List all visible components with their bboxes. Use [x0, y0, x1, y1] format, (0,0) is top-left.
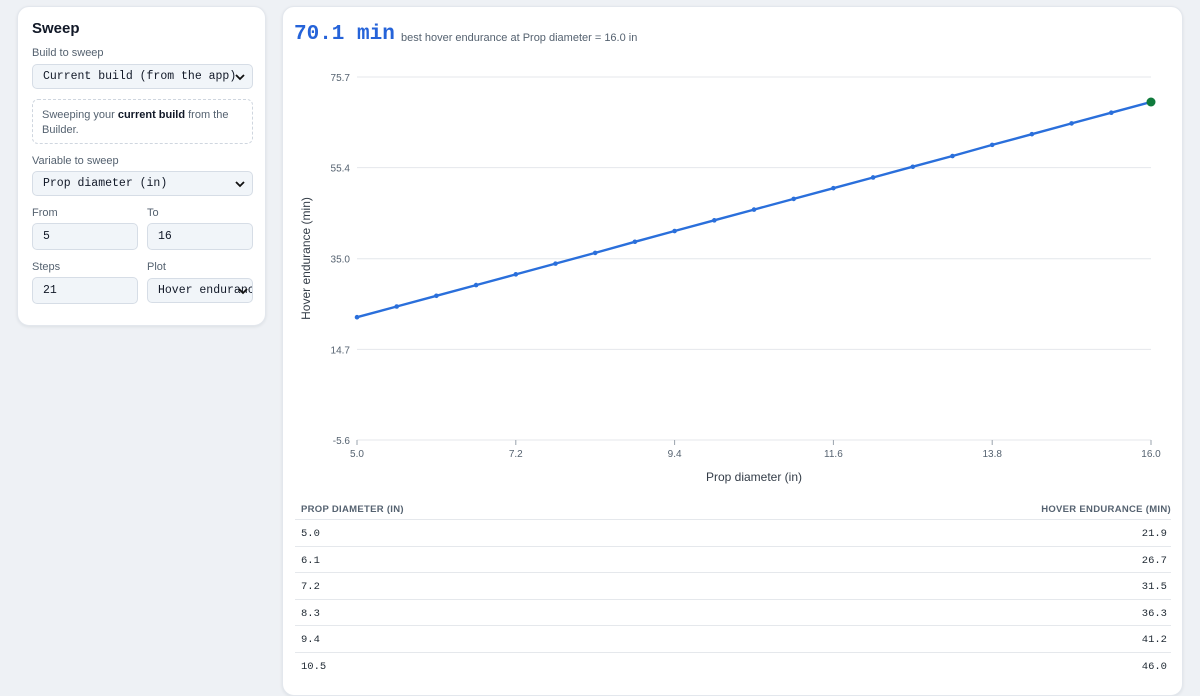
cell-hover-endurance: 46.0 — [1141, 660, 1167, 673]
data-point — [592, 250, 598, 256]
steps-label: Steps — [32, 261, 61, 273]
note-prefix: Sweeping your — [42, 109, 118, 121]
plot-select[interactable]: Hover endurance — [147, 278, 253, 303]
y-tick-label: 75.7 — [331, 73, 351, 84]
data-point — [791, 196, 796, 202]
table-row: 5.0 21.9 — [295, 519, 1171, 546]
y-tick-label: 14.7 — [331, 345, 351, 356]
cell-prop-diameter: 8.3 — [301, 607, 320, 620]
cell-hover-endurance: 31.5 — [1141, 581, 1167, 593]
data-point — [513, 272, 519, 277]
variable-label: Variable to sweep — [32, 155, 119, 167]
data-point — [473, 282, 479, 288]
sweep-chart: 75.7 55.4 35.0 14.7 -5.6 5.0 7.2 9.4 11.6 13.8 16.… — [299, 73, 1161, 484]
note-bold: current build — [117, 109, 186, 121]
data-point — [751, 207, 757, 212]
results-table: 5.0 21.9 6.1 26.7 7.2 31.5 8.3 36.3 9.4 41.2 10.5 4… — [295, 519, 1171, 678]
build-select[interactable]: Current build (from the app) — [32, 64, 253, 89]
data-point — [394, 304, 399, 309]
y-axis-title: Hover endurance (min) — [299, 197, 313, 320]
x-tick-label: 16.0 — [1141, 449, 1161, 460]
plot-label: Plot — [147, 261, 166, 273]
data-point — [1029, 131, 1035, 137]
steps-input[interactable]: 21 — [32, 277, 138, 304]
data-point — [831, 185, 836, 191]
to-input[interactable]: 16 — [147, 223, 253, 250]
cell-hover-endurance: 36.3 — [1141, 607, 1167, 620]
y-tick-label: 55.4 — [331, 164, 351, 175]
cell-hover-endurance: 21.9 — [1141, 528, 1167, 540]
plot-select-value: Hover endurance — [158, 284, 253, 297]
cell-prop-diameter: 9.4 — [301, 634, 320, 646]
table-row: 6.1 26.7 — [295, 545, 1171, 573]
y-tick-label: 35.0 — [331, 255, 351, 266]
best-point — [1146, 97, 1156, 107]
cell-prop-diameter: 10.5 — [301, 660, 327, 673]
data-point — [989, 142, 995, 148]
build-note: Sweeping your current build from the Bui… — [32, 99, 253, 144]
data-point — [870, 175, 876, 180]
table-row: 10.5 46.0 — [295, 651, 1171, 679]
results-panel: 70.1 min best hover endurance at Prop di… — [282, 6, 1183, 696]
y-tick-label: -5.6 — [333, 436, 351, 447]
from-input[interactable]: 5 — [32, 223, 138, 250]
table-header-x: PROP DIAMETER (IN) — [301, 504, 404, 515]
chevron-down-icon — [235, 181, 245, 188]
data-point — [910, 164, 916, 170]
x-tick-label: 13.8 — [982, 449, 1002, 460]
sweep-panel: Sweep Build to sweep Current build (from… — [17, 6, 266, 326]
data-point — [553, 261, 558, 266]
x-tick-label: 9.4 — [668, 449, 682, 460]
data-point — [632, 239, 638, 245]
variable-select[interactable]: Prop diameter (in) — [32, 171, 253, 196]
table-header-y: HOVER ENDURANCE (MIN) — [1041, 504, 1171, 515]
data-point — [712, 218, 717, 223]
data-point — [672, 228, 677, 234]
chevron-down-icon — [238, 288, 248, 295]
chevron-down-icon — [235, 74, 245, 81]
x-tick-label: 11.6 — [824, 449, 843, 460]
build-label: Build to sweep — [32, 47, 104, 59]
sweep-title: Sweep — [32, 20, 80, 37]
table-row: 7.2 31.5 — [295, 572, 1171, 599]
data-point — [354, 314, 360, 320]
variable-select-value: Prop diameter (in) — [43, 177, 168, 190]
build-select-value: Current build (from the app) — [43, 70, 237, 83]
data-point — [1069, 121, 1074, 126]
best-result-value: 70.1 min — [294, 23, 395, 46]
note-suffix: from the Builder. — [42, 109, 229, 136]
cell-prop-diameter: 6.1 — [301, 554, 320, 567]
table-row: 9.4 41.2 — [295, 625, 1171, 652]
x-tick-label: 5.0 — [350, 449, 364, 460]
cell-hover-endurance: 41.2 — [1141, 634, 1167, 646]
x-axis-title: Prop diameter (in) — [706, 470, 802, 484]
best-result-caption: best hover endurance at Prop diameter = … — [401, 32, 638, 44]
cell-prop-diameter: 7.2 — [301, 581, 320, 593]
data-point — [950, 153, 955, 159]
from-label: From — [32, 207, 58, 219]
data-point — [434, 293, 439, 299]
x-tick-label: 7.2 — [509, 449, 523, 460]
to-label: To — [147, 207, 159, 219]
cell-hover-endurance: 26.7 — [1141, 554, 1167, 567]
table-row: 8.3 36.3 — [295, 598, 1171, 626]
cell-prop-diameter: 5.0 — [301, 528, 320, 540]
data-point — [1109, 110, 1114, 116]
